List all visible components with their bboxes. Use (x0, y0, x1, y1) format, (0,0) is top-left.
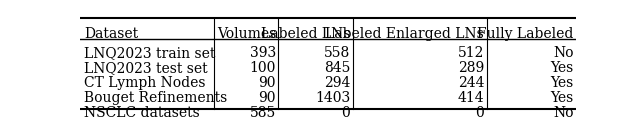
Text: 414: 414 (458, 91, 484, 105)
Text: Labeled LNs: Labeled LNs (261, 27, 350, 41)
Text: 1403: 1403 (315, 91, 350, 105)
Text: LNQ2023 test set: LNQ2023 test set (84, 61, 207, 75)
Text: 90: 90 (259, 76, 276, 90)
Text: Volumes: Volumes (217, 27, 276, 41)
Text: 289: 289 (458, 61, 484, 75)
Text: Yes: Yes (550, 61, 573, 75)
Text: 0: 0 (342, 106, 350, 120)
Text: Yes: Yes (550, 76, 573, 90)
Text: No: No (553, 106, 573, 120)
Text: Bouget Refinements: Bouget Refinements (84, 91, 227, 105)
Text: Yes: Yes (550, 91, 573, 105)
Text: 585: 585 (250, 106, 276, 120)
Text: Fully Labeled: Fully Labeled (477, 27, 573, 41)
Text: 512: 512 (458, 46, 484, 60)
Text: 294: 294 (324, 76, 350, 90)
Text: No: No (553, 46, 573, 60)
Text: 558: 558 (324, 46, 350, 60)
Text: CT Lymph Nodes: CT Lymph Nodes (84, 76, 205, 90)
Text: LNQ2023 train set: LNQ2023 train set (84, 46, 215, 60)
Text: 244: 244 (458, 76, 484, 90)
Text: 393: 393 (250, 46, 276, 60)
Text: 100: 100 (250, 61, 276, 75)
Text: 845: 845 (324, 61, 350, 75)
Text: NSCLC datasets: NSCLC datasets (84, 106, 200, 120)
Text: Labeled Enlarged LNs: Labeled Enlarged LNs (326, 27, 484, 41)
Text: 90: 90 (259, 91, 276, 105)
Text: 0: 0 (476, 106, 484, 120)
Text: Dataset: Dataset (84, 27, 138, 41)
